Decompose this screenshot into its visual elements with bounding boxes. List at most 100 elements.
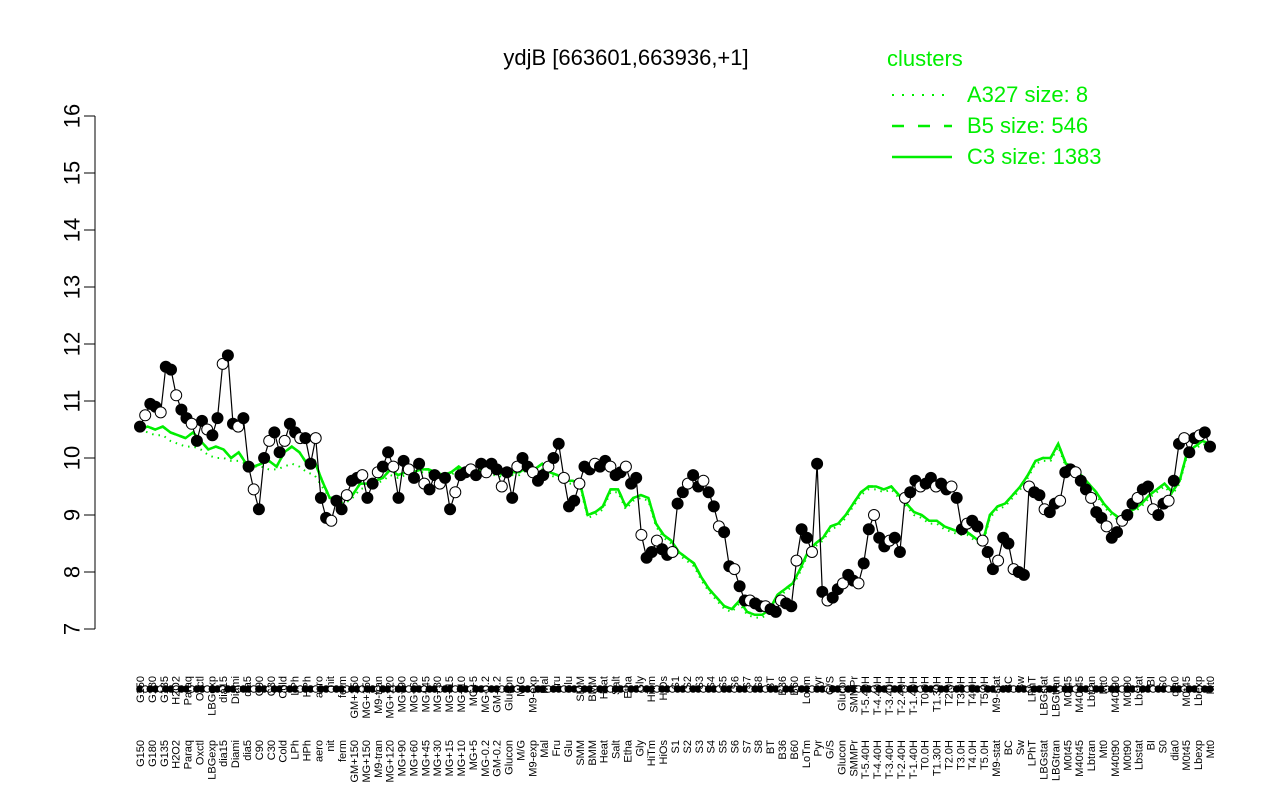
x-tick-label: H2O2 (171, 676, 183, 705)
x-tick-label: C90 (254, 676, 266, 696)
x-tick-label-lower: MG+15 (444, 740, 456, 776)
data-points (134, 349, 1216, 618)
x-tick-label: MG+90 (397, 676, 409, 712)
x-tick-label: M9-stat (991, 676, 1003, 713)
data-point (470, 469, 482, 482)
data-point (1100, 520, 1113, 533)
data-point (697, 474, 710, 487)
y-tick-label: 13 (60, 275, 85, 299)
data-point (501, 466, 513, 479)
x-tick-label: MG+150 (361, 676, 373, 719)
x-tick-label-lower: BC (1003, 740, 1015, 755)
x-tick-label-lower: T-1.40H (908, 740, 920, 779)
data-point (806, 546, 818, 558)
data-point (976, 534, 989, 547)
x-tick-label-lower: Lbexp (1193, 740, 1205, 770)
y-tick-label: 15 (60, 161, 85, 185)
x-tick-label-lower: M9-exp (527, 740, 539, 777)
x-tick-label-lower: Etha (622, 739, 634, 763)
data-point (1111, 526, 1123, 539)
data-point (635, 528, 648, 541)
x-tick-label: LoTm (801, 676, 813, 704)
data-point (190, 434, 203, 447)
x-tick-label: nit (325, 676, 337, 688)
x-tick-label: MG+15 (444, 676, 456, 712)
data-point (237, 412, 250, 425)
x-tick-label: T3.0H (955, 676, 967, 706)
data-point (221, 349, 234, 362)
x-tick-label-lower: S3 (694, 740, 706, 753)
x-tick-label: Etha (622, 675, 634, 699)
x-tick-label-lower: Mt0 (1098, 740, 1110, 758)
data-point (170, 389, 183, 402)
x-tick-label-lower: BI (1146, 740, 1158, 750)
data-point (552, 437, 565, 450)
x-tick-label: MG+45 (420, 676, 432, 712)
data-point (733, 580, 746, 593)
data-point (413, 457, 426, 470)
x-tick-label: HPh (301, 676, 313, 697)
x-tick-label-lower: MG+60 (408, 740, 420, 776)
data-point (800, 531, 813, 544)
x-tick-label-lower: G150 (135, 740, 147, 767)
x-tick-label: T-3.40H (884, 676, 896, 715)
data-point (397, 454, 410, 467)
x-tick-label-lower: MG+45 (420, 740, 432, 776)
x-tick-label: SMM (575, 676, 587, 702)
x-tick-label: MG+10 (456, 676, 468, 712)
x-tick-label: T2.0H (943, 676, 955, 706)
x-tick-label-lower: MG+30 (432, 740, 444, 776)
data-point (986, 563, 999, 576)
y-tick-label: 11 (60, 390, 85, 413)
x-tick-label: M0t45 (1062, 676, 1074, 707)
x-tick-label: Pyr (813, 676, 825, 693)
x-tick-label: S4 (706, 676, 718, 689)
x-tick-label: HiTm (646, 676, 658, 702)
x-tick-label: T4.0H (967, 676, 979, 706)
y-tick-label: 9 (60, 509, 85, 521)
x-tick-label-lower: T1.30H (932, 740, 944, 776)
data-point (196, 414, 208, 427)
data-point (1204, 440, 1216, 453)
y-tick-label: 8 (60, 566, 85, 578)
data-point (134, 420, 146, 433)
x-tick-label-lower: M/G (515, 740, 527, 761)
data-point (423, 483, 436, 496)
x-tick-label-lower: LBGtran (1050, 740, 1062, 781)
data-point (557, 471, 570, 484)
x-tick-label: MG+30 (432, 676, 444, 712)
x-tick-label-lower: B36 (777, 740, 789, 760)
x-tick-label-lower: Salt (611, 740, 623, 759)
y-axis: 7 8 9 10 11 12 13 14 15 16 (60, 104, 96, 635)
data-point (888, 531, 901, 544)
data-point (619, 460, 632, 473)
x-tick-label-lower: T-4.40H (872, 740, 884, 779)
data-point (506, 491, 519, 504)
x-tick-label: GM-0.2 (492, 676, 504, 713)
x-tick-label: Glu (563, 676, 575, 693)
data-point (211, 412, 224, 425)
data-point (439, 471, 451, 484)
x-tick-label: G135 (159, 676, 171, 703)
x-tick-label-lower: S8 (753, 740, 765, 753)
x-tick-label-lower: dia15 (218, 740, 230, 767)
legend-title: clusters (887, 46, 963, 71)
x-tick-label-lower: Lbtran (1086, 740, 1098, 771)
x-tick-label: M/G (515, 676, 527, 697)
x-tick-label-lower: T2.0H (943, 740, 955, 770)
data-point (857, 557, 870, 570)
data-point (490, 463, 503, 476)
expression-line (139, 353, 1211, 613)
data-point (516, 452, 529, 464)
x-tick-label-lower: S1 (670, 740, 682, 753)
data-point (330, 494, 343, 507)
data-point (325, 514, 338, 527)
data-point (1183, 446, 1196, 459)
x-tick-label-lower: T0.0H (920, 740, 932, 770)
data-point (304, 457, 317, 470)
x-tick-label-lower: B60 (789, 740, 801, 760)
x-tick-label: Glucon (504, 676, 516, 711)
x-tick-label: S0 (1157, 676, 1169, 689)
x-tick-label-lower: LBGstat (1039, 740, 1051, 780)
